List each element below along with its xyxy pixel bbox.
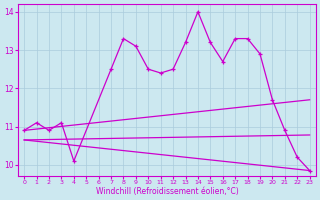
X-axis label: Windchill (Refroidissement éolien,°C): Windchill (Refroidissement éolien,°C) — [96, 187, 238, 196]
